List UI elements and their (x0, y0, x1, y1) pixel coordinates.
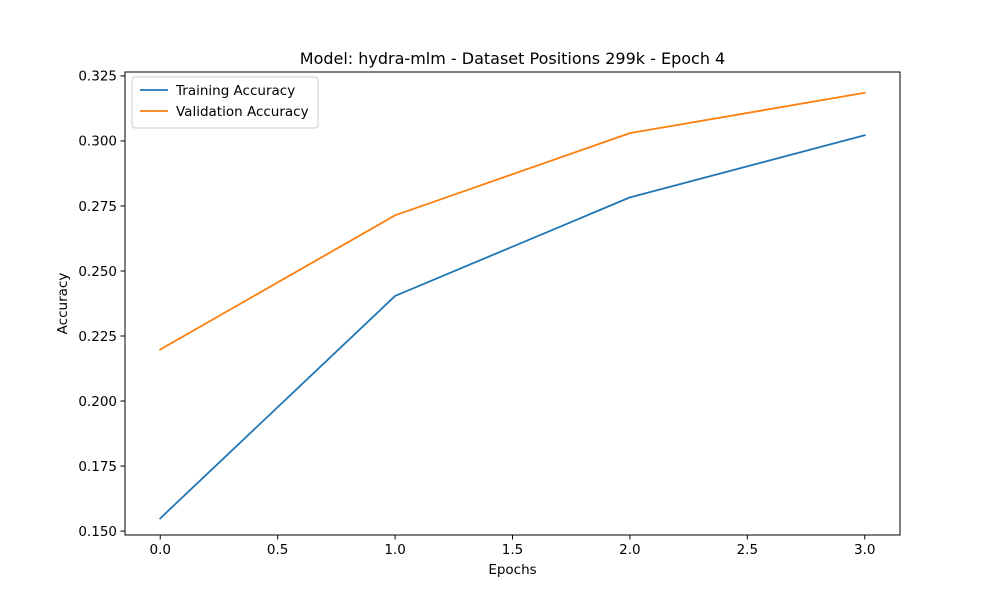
series-line-1 (158, 134, 866, 520)
x-axis-label: Epochs (488, 562, 536, 578)
y-tick-label: 0.175 (78, 459, 117, 475)
x-tick-label: 2.5 (737, 542, 758, 558)
y-tick-label: 0.325 (78, 69, 117, 85)
series-line-2 (159, 91, 866, 351)
y-tick-label: 0.250 (78, 264, 117, 280)
y-tick-label: 0.150 (78, 524, 117, 540)
y-tick-label: 0.225 (78, 329, 117, 345)
y-tick-label: 0.300 (78, 134, 117, 150)
x-tick-label: 0.0 (149, 542, 170, 558)
y-tick-label: 0.275 (78, 199, 117, 215)
x-tick-label: 1.0 (384, 542, 405, 558)
legend-label-1: Training Accuracy (175, 83, 295, 99)
y-tick-label: 0.200 (78, 394, 117, 410)
legend-label-2: Validation Accuracy (176, 104, 309, 120)
legend-box (131, 76, 319, 129)
x-tick-label: 1.5 (502, 542, 523, 558)
y-axis-label: Accuracy (55, 273, 71, 335)
x-tick-label: 0.5 (267, 542, 288, 558)
x-tick-label: 3.0 (854, 542, 875, 558)
chart-title: Model: hydra-mlm - Dataset Positions 299… (300, 49, 725, 68)
x-tick-label: 2.0 (619, 542, 640, 558)
